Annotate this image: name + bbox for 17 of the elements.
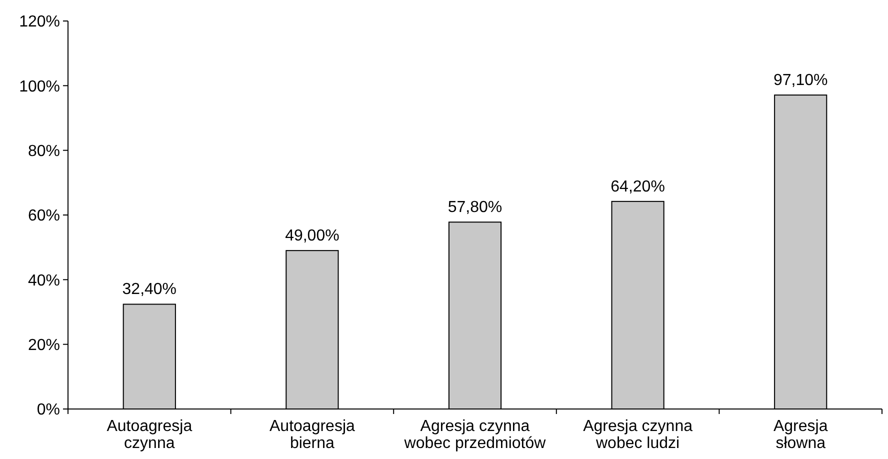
data-label: 97,10% (773, 72, 828, 90)
y-tick-label: 80% (28, 142, 60, 160)
y-tick-label: 60% (28, 208, 60, 225)
data-label: 57,80% (448, 199, 502, 216)
y-tick-label: 120% (19, 14, 60, 31)
data-label: 64,20% (610, 178, 665, 196)
y-tick-label: 0% (36, 402, 60, 419)
y-tick-label: 100% (19, 78, 60, 96)
x-tick-label: Autoagresja bierna (270, 418, 355, 452)
y-tick-label: 20% (28, 336, 60, 354)
data-label: 32,40% (122, 281, 177, 298)
x-tick-label: Agresja słowna (773, 418, 828, 452)
data-label: 49,00% (285, 228, 340, 245)
x-tick-label: Agresja czynna wobec przedmiotów (403, 418, 546, 452)
x-tick-label: Agresja czynna wobec ludzi (583, 418, 693, 452)
y-tick-label: 40% (28, 272, 60, 290)
x-tick-label: Autoagresja czynna (106, 418, 192, 452)
